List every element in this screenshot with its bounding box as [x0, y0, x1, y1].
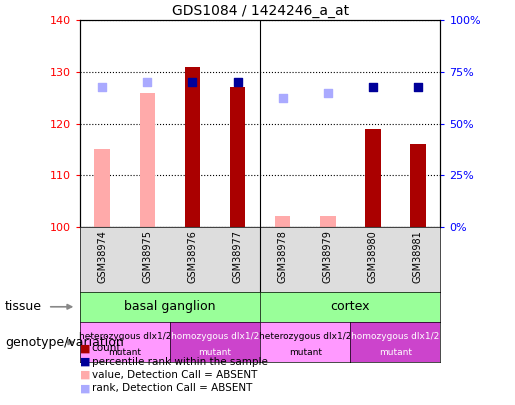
Point: [414, 84, 422, 91]
Text: ■: ■: [80, 384, 90, 393]
Text: rank, Detection Call = ABSENT: rank, Detection Call = ABSENT: [92, 384, 252, 393]
Text: homozygous dlx1/2: homozygous dlx1/2: [351, 332, 439, 341]
Bar: [94, 149, 110, 227]
Text: genotype/variation: genotype/variation: [5, 336, 124, 349]
Title: GDS1084 / 1424246_a_at: GDS1084 / 1424246_a_at: [171, 4, 349, 18]
Point: [143, 79, 151, 85]
Bar: [274, 217, 290, 227]
Point: [98, 84, 107, 91]
Bar: [320, 217, 336, 227]
Text: value, Detection Call = ABSENT: value, Detection Call = ABSENT: [92, 370, 257, 380]
Text: ■: ■: [80, 357, 90, 367]
Text: heterozygous dlx1/2: heterozygous dlx1/2: [79, 332, 171, 341]
Text: GSM38981: GSM38981: [413, 230, 423, 283]
Text: cortex: cortex: [331, 300, 370, 313]
Point: [188, 79, 197, 85]
Text: mutant: mutant: [379, 348, 412, 357]
Bar: [410, 144, 426, 227]
Text: mutant: mutant: [288, 348, 322, 357]
Bar: [140, 93, 156, 227]
Text: homozygous dlx1/2: homozygous dlx1/2: [171, 332, 259, 341]
Bar: [230, 87, 246, 227]
Bar: [365, 129, 381, 227]
Text: GSM38976: GSM38976: [187, 230, 197, 283]
Text: ■: ■: [80, 343, 90, 353]
Text: basal ganglion: basal ganglion: [124, 300, 216, 313]
Point: [279, 94, 287, 101]
Text: GSM38980: GSM38980: [368, 230, 377, 283]
Point: [233, 79, 242, 85]
Text: heterozygous dlx1/2: heterozygous dlx1/2: [259, 332, 351, 341]
Text: mutant: mutant: [108, 348, 142, 357]
Text: tissue: tissue: [5, 300, 42, 313]
Text: count: count: [92, 343, 121, 353]
Text: percentile rank within the sample: percentile rank within the sample: [92, 357, 268, 367]
Point: [369, 84, 377, 91]
Text: mutant: mutant: [198, 348, 232, 357]
Text: GSM38974: GSM38974: [97, 230, 107, 283]
Text: GSM38978: GSM38978: [278, 230, 287, 283]
Bar: [184, 67, 200, 227]
Text: GSM38979: GSM38979: [323, 230, 333, 283]
Text: GSM38975: GSM38975: [143, 230, 152, 283]
Text: ■: ■: [80, 370, 90, 380]
Point: [323, 90, 332, 96]
Text: GSM38977: GSM38977: [233, 230, 243, 283]
